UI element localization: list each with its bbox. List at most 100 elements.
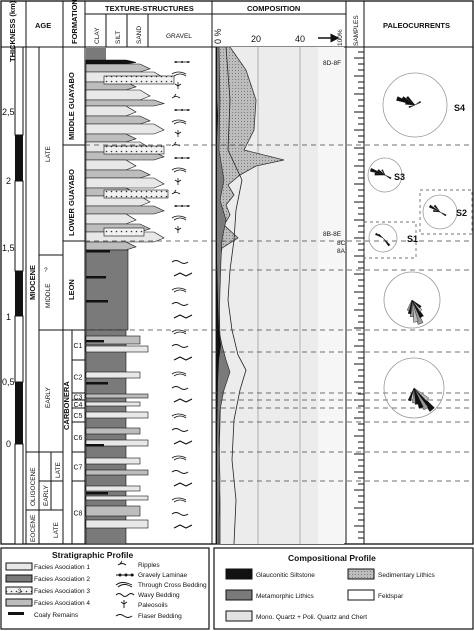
carbonera-bed (85, 485, 141, 492)
legend-glauconitic-siltstone: Glauconitic Siltstone (256, 572, 315, 579)
ripples-icon (117, 560, 127, 566)
legend-facies-1: Facies Asociation 1 (34, 564, 90, 571)
rose-s3-petal (384, 174, 392, 180)
rose-s1-petal (378, 233, 384, 239)
compositional-legend-title: Compositional Profile (288, 553, 376, 563)
carbonera-member-2: C2 (74, 375, 83, 382)
facies-legend: Facies Asociation 1 Facies Asociation 2 … (5, 562, 90, 619)
clay-header: CLAY (94, 27, 101, 44)
coaly-remains (86, 300, 108, 303)
carbonera-bed (85, 393, 149, 399)
legend-metamorphic-lithics: Metamorphic Lithics (256, 593, 315, 600)
bed (85, 213, 137, 225)
legend-facies-3: Facies Asociation 3 (34, 588, 90, 595)
cross-bedding-symbol (171, 329, 187, 335)
carbonera-bed (85, 505, 141, 517)
legend-flaser-bedding: Flaser Bedding (138, 613, 182, 620)
cross-bedding-symbol (171, 167, 187, 173)
gravel-dot (175, 157, 177, 159)
rose-s4-petal (405, 95, 416, 106)
structures-legend: Ripples Gravely Laminae Through Cross Be… (115, 560, 207, 620)
gravel-dot (181, 157, 183, 159)
wavy-bedding-symbol (173, 482, 193, 487)
sand-body (103, 227, 145, 237)
rose-s3-circle (367, 157, 403, 193)
age-grid (26, 47, 63, 544)
rose-s3-petal (374, 172, 386, 176)
coaly-remains (86, 444, 104, 447)
flaser-bedding-symbol (171, 512, 189, 516)
station-box-s2 (419, 189, 473, 235)
thickness-scale (14, 46, 24, 545)
paleosoils-symbol (174, 178, 182, 185)
station-box-s1 (363, 221, 417, 259)
feldspar-curve (225, 46, 247, 545)
leon-clay (85, 249, 129, 331)
flaser-bedding-symbol (171, 386, 189, 390)
carbonera-bed (85, 469, 149, 476)
carbonera-member-4: C4 (74, 402, 83, 409)
bed (85, 123, 165, 135)
oligocene-early: EARLY (43, 485, 50, 506)
bed (85, 133, 137, 143)
legend-paleosoils: Paleosoils (138, 602, 168, 609)
legend-coaly-remains: Coaly Remains (34, 612, 79, 619)
miocene-late: LATE (45, 146, 52, 162)
gravel-dot (175, 205, 177, 207)
ripples-symbol (171, 141, 181, 147)
cross-bedding-symbol (171, 215, 187, 221)
sand-body (103, 145, 165, 155)
rose-carbonera-petal (412, 387, 416, 404)
rose-s3-petal (377, 169, 386, 176)
bed (85, 115, 151, 125)
legend-ripples: Ripples (138, 562, 160, 569)
coaly-remains (86, 492, 108, 495)
formation-header: FORMATION (70, 0, 79, 44)
paleosoils-symbol (174, 130, 182, 137)
carbonera-member-7: C7 (74, 465, 83, 472)
coaly-remains (86, 340, 104, 343)
wavy-bedding-icon (115, 593, 135, 597)
comp-tick-0: 0 % (213, 28, 223, 44)
station-s3: S3 (394, 172, 405, 182)
gravel-dot (187, 205, 189, 207)
bed (85, 177, 165, 189)
carbonera-bed (85, 427, 141, 435)
sand-body (103, 75, 175, 85)
station-s1: S1 (407, 234, 418, 244)
station-s4: S4 (454, 103, 465, 113)
rose-s2-petal (428, 204, 441, 213)
carbonera-bed (85, 371, 141, 379)
bed (85, 169, 151, 179)
bed (85, 63, 151, 73)
sedimentary-structures (171, 61, 193, 529)
comp-tick-40: 40 (295, 34, 305, 44)
sand-body (103, 189, 169, 199)
carbonera-member-5: C5 (74, 413, 83, 420)
thickness-tick-2: 2 (6, 176, 11, 186)
thickness-tick-1: 1 (6, 312, 11, 322)
legend-wavy-bedding: Wavy Bedding (138, 592, 180, 599)
rose-s3-petal (369, 168, 386, 176)
legend-facies-4: Facies Asociation 4 (34, 600, 90, 607)
flaser-bedding-symbol (171, 302, 189, 306)
stratigraphic-legend-box (0, 547, 210, 630)
station-s2: S2 (456, 208, 467, 218)
paleosoils-symbol (174, 226, 182, 233)
stratigraphic-legend-title: Stratigraphic Profile (52, 550, 134, 560)
formation-carbonera: CARBONERA (62, 381, 71, 430)
bed (85, 89, 151, 101)
rose-s2-petal (433, 204, 441, 213)
paleosoils-symbol (174, 82, 182, 89)
wavy-bedding-symbol (173, 524, 193, 529)
flaser-bedding-symbol (171, 470, 189, 474)
legend-quartz: Mono. Quartz + Poli. Quartz and Chert (256, 614, 367, 621)
cross-bedding-symbol (171, 371, 187, 377)
flaser-bedding-symbol (171, 344, 189, 348)
rose-s4-petal (401, 96, 416, 106)
bed (85, 59, 137, 65)
rose-s4-petal (408, 104, 416, 109)
bed (85, 99, 166, 107)
